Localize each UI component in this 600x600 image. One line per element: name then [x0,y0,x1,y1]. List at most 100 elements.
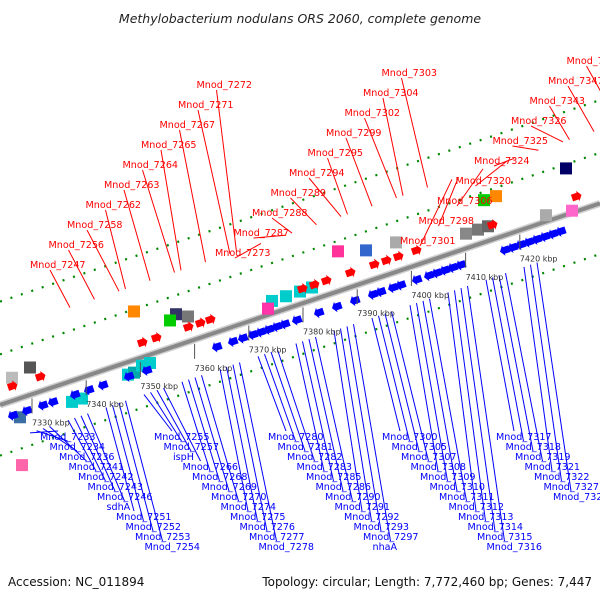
top-leader-line [549,105,570,141]
bottom-gene-label: Mnod_7327 [544,482,600,493]
bottom-gene-label: Mnod_7257 [164,442,220,453]
bottom-leader-line [454,290,486,522]
bottom-leader-line [353,324,391,542]
reverse-gene-arrow [70,389,81,401]
bottom-gene-label: Mnod_7328 [553,492,600,503]
feature-block-0 [24,361,36,374]
reverse-gene-arrow [396,280,407,291]
top-leader-line [438,176,459,227]
gene-labels: Mnod_7247 Mnod_7256 Mnod_7258 Mnod_7262 Mnod… [30,56,600,553]
top-gene-label: Mnod_7288 [252,208,308,219]
feature-block-21 [460,227,472,240]
top-gene-label: Mnod_7272 [197,80,253,91]
top-gene-label: Mnod_7306 [437,196,493,207]
feature-block-22 [472,223,484,236]
forward-gene-arrow [308,278,320,290]
bottom-leader-line [340,328,372,522]
top-leader-line [86,229,120,292]
bottom-leader-line [105,407,135,512]
tick-label-4: 7370 kbp [249,346,287,355]
bottom-leader-line [194,377,230,492]
feature-block-25 [566,204,578,217]
top-leader-line [308,177,342,217]
bottom-gene-label: Mnod_7236 [59,452,115,463]
forward-gene-arrow [392,250,404,262]
top-gene-label: Mnod_7348 [567,56,600,67]
reverse-gene-arrow [368,289,379,301]
tick-label-2: 7350 kbp [140,382,178,391]
genome-backbone [0,200,600,409]
bottom-leader-line [498,275,534,452]
reverse-gene-arrow [238,333,249,344]
top-gene-label: Mnod_7265 [141,140,197,151]
feature-block-28 [478,194,490,207]
top-gene-label: Mnod_7256 [49,240,105,251]
bottom-leader-line [201,375,239,502]
bottom-gene-label: Mnod_7251 [116,512,172,523]
top-leader-line [475,160,508,187]
bottom-leader-line [188,379,220,482]
forward-gene-arrow [182,321,194,332]
top-gene-label: Mnod_7303 [382,68,438,79]
reverse-gene-arrow [532,234,543,245]
top-leader-line [364,117,397,199]
bottom-gene-label: Mnod_7242 [78,472,134,483]
bottom-leader-line [49,425,87,462]
bottom-gene-label: Mnod_7313 [458,512,514,523]
reverse-gene-arrow [540,231,551,243]
bottom-gene-label: nhaA [373,542,398,553]
bottom-gene-label: Mnod_7276 [240,522,296,533]
bottom-gene-label: Mnod_7252 [126,522,182,533]
bottom-leader-line [36,430,68,442]
summary-text: Topology: circular; Length: 7,772,460 bp… [261,575,592,589]
top-gene-label: Mnod_7273 [215,248,271,259]
top-gene-label: Mnod_7299 [326,128,382,139]
top-gene-label: Mnod_7301 [400,236,456,247]
top-leader-line [456,168,484,207]
bottom-gene-label: Mnod_7281 [278,442,334,453]
reverse-gene-arrow [456,260,467,271]
top-leader-line [401,77,428,188]
tick-label-7: 7400 kbp [411,291,449,300]
figure-title: Methylobacterium nodulans ORS 2060, comp… [119,11,481,26]
reverse-gene-arrow [8,410,19,421]
bottom-leader-line [460,288,496,532]
forward-gene-arrow [194,317,206,328]
feature-block-26 [560,162,572,175]
top-leader-line [49,269,71,308]
forward-gene-arrow [344,266,356,278]
bottom-leader-line [257,356,287,432]
feature-block-18 [332,245,344,258]
top-leader-line [567,85,595,132]
forward-gene-arrow [570,190,582,202]
bottom-gene-label: Mnod_7266 [183,462,239,473]
tick-label-8: 7410 kbp [466,273,504,282]
label-leader-lines [29,65,600,542]
bottom-leader-line [467,285,505,542]
top-gene-label: Mnod_7289 [271,188,327,199]
reverse-gene-arrow [388,282,399,294]
top-gene-label: Mnod_7298 [419,216,475,227]
forward-gene-arrow [6,380,18,391]
forward-gene-arrow [380,254,392,266]
tick-label-5: 7380 kbp [303,327,341,336]
top-leader-line [253,234,286,239]
bottom-leader-line [384,313,420,452]
forward-gene-arrow [368,258,380,270]
reverse-gene-arrow [548,229,559,240]
top-leader-line [345,137,373,207]
reverse-gene-arrow [272,321,283,333]
forward-gene-arrow [34,371,46,382]
tick-label-6: 7390 kbp [357,309,395,318]
top-leader-line [271,217,293,234]
forward-gene-arrow [486,219,498,230]
bottom-leader-line [125,400,163,542]
bottom-gene-label: Mnod_7310 [430,482,486,493]
bottom-leader-line [112,405,144,522]
bottom-leader-line [87,413,125,502]
bottom-leader-line [492,277,524,442]
reverse-gene-arrow [22,405,33,417]
bottom-gene-label: Mnod_7268 [192,472,248,483]
bottom-gene-label: Mnod_7300 [382,432,438,443]
